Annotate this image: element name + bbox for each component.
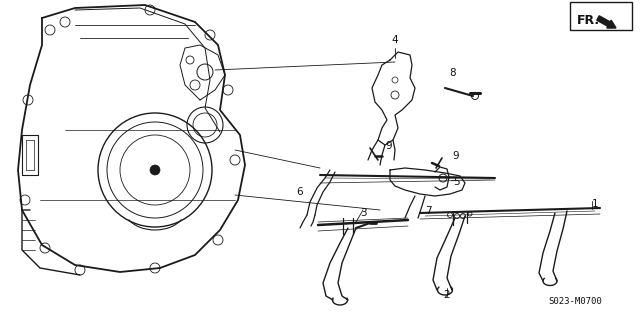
- Circle shape: [150, 165, 160, 175]
- Text: 9: 9: [385, 141, 392, 151]
- FancyArrow shape: [596, 16, 616, 28]
- Text: 4: 4: [392, 35, 398, 45]
- Text: 3: 3: [360, 208, 366, 218]
- Text: S023-M0700: S023-M0700: [548, 297, 602, 306]
- Text: 2: 2: [444, 290, 451, 300]
- Text: 5: 5: [453, 177, 460, 187]
- Text: 9: 9: [452, 151, 459, 161]
- Text: 7: 7: [425, 206, 431, 216]
- Text: FR.: FR.: [577, 13, 600, 26]
- Text: 6: 6: [296, 187, 303, 197]
- Text: 1: 1: [592, 199, 598, 209]
- Text: 8: 8: [450, 68, 456, 78]
